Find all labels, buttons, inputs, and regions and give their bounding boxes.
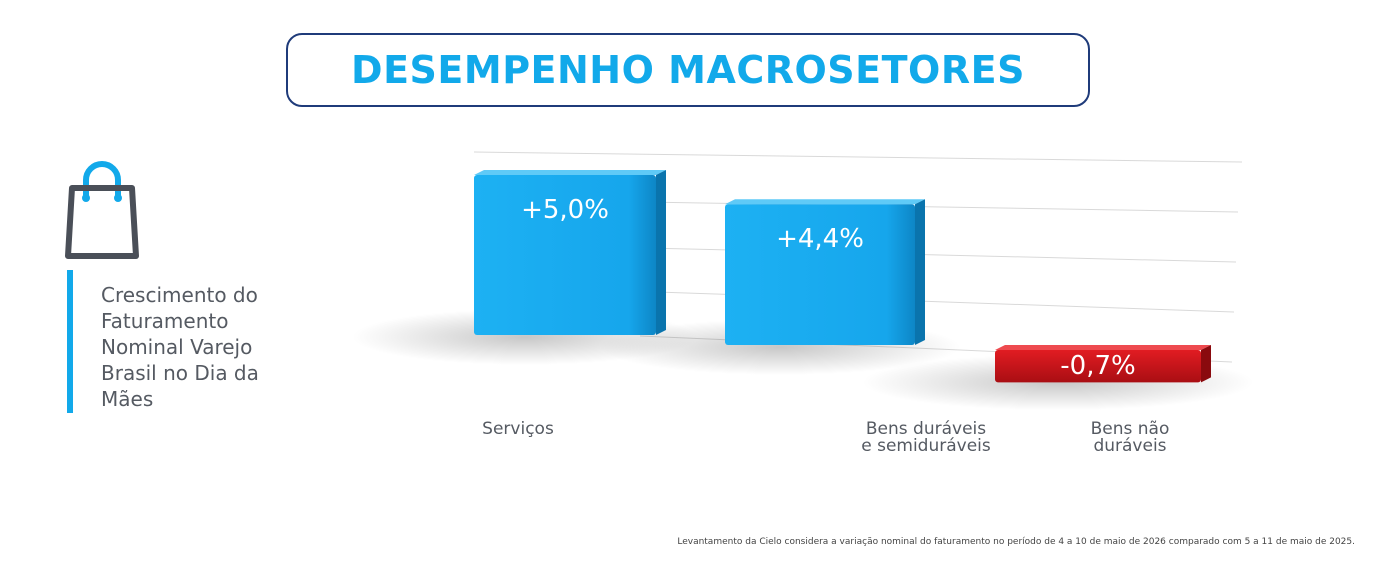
sidebar-accent-bar	[67, 270, 73, 413]
bar-top-2	[995, 345, 1211, 350]
data-label-2: -0,7%	[1060, 351, 1135, 381]
shopping-bag-icon	[65, 161, 139, 259]
bar-0	[474, 175, 656, 335]
bar-side-1	[915, 199, 925, 345]
bar-side-0	[656, 170, 666, 335]
bar-side-2	[1201, 345, 1211, 383]
category-label-servicos: Serviços	[482, 419, 554, 439]
title-box: DESEMPENHO MACROSETORES	[286, 33, 1090, 107]
bar-top-1	[725, 199, 925, 205]
bar-2	[995, 350, 1201, 383]
data-label-1: +4,4%	[776, 224, 864, 254]
bar-top-0	[474, 170, 666, 175]
bar-1	[725, 204, 915, 345]
page-title: DESEMPENHO MACROSETORES	[351, 48, 1025, 92]
category-label-bens-duraveis: Bens duráveis e semiduráveis	[861, 419, 991, 456]
chart-description: Crescimento do Faturamento Nominal Varej…	[101, 283, 259, 411]
footnote: Levantamento da Cielo considera a variaç…	[677, 537, 1355, 547]
gridline-0	[473, 151, 1243, 163]
data-label-0: +5,0%	[521, 195, 609, 225]
category-label-bens-nao-duraveis: Bens não duráveis	[1090, 419, 1170, 456]
